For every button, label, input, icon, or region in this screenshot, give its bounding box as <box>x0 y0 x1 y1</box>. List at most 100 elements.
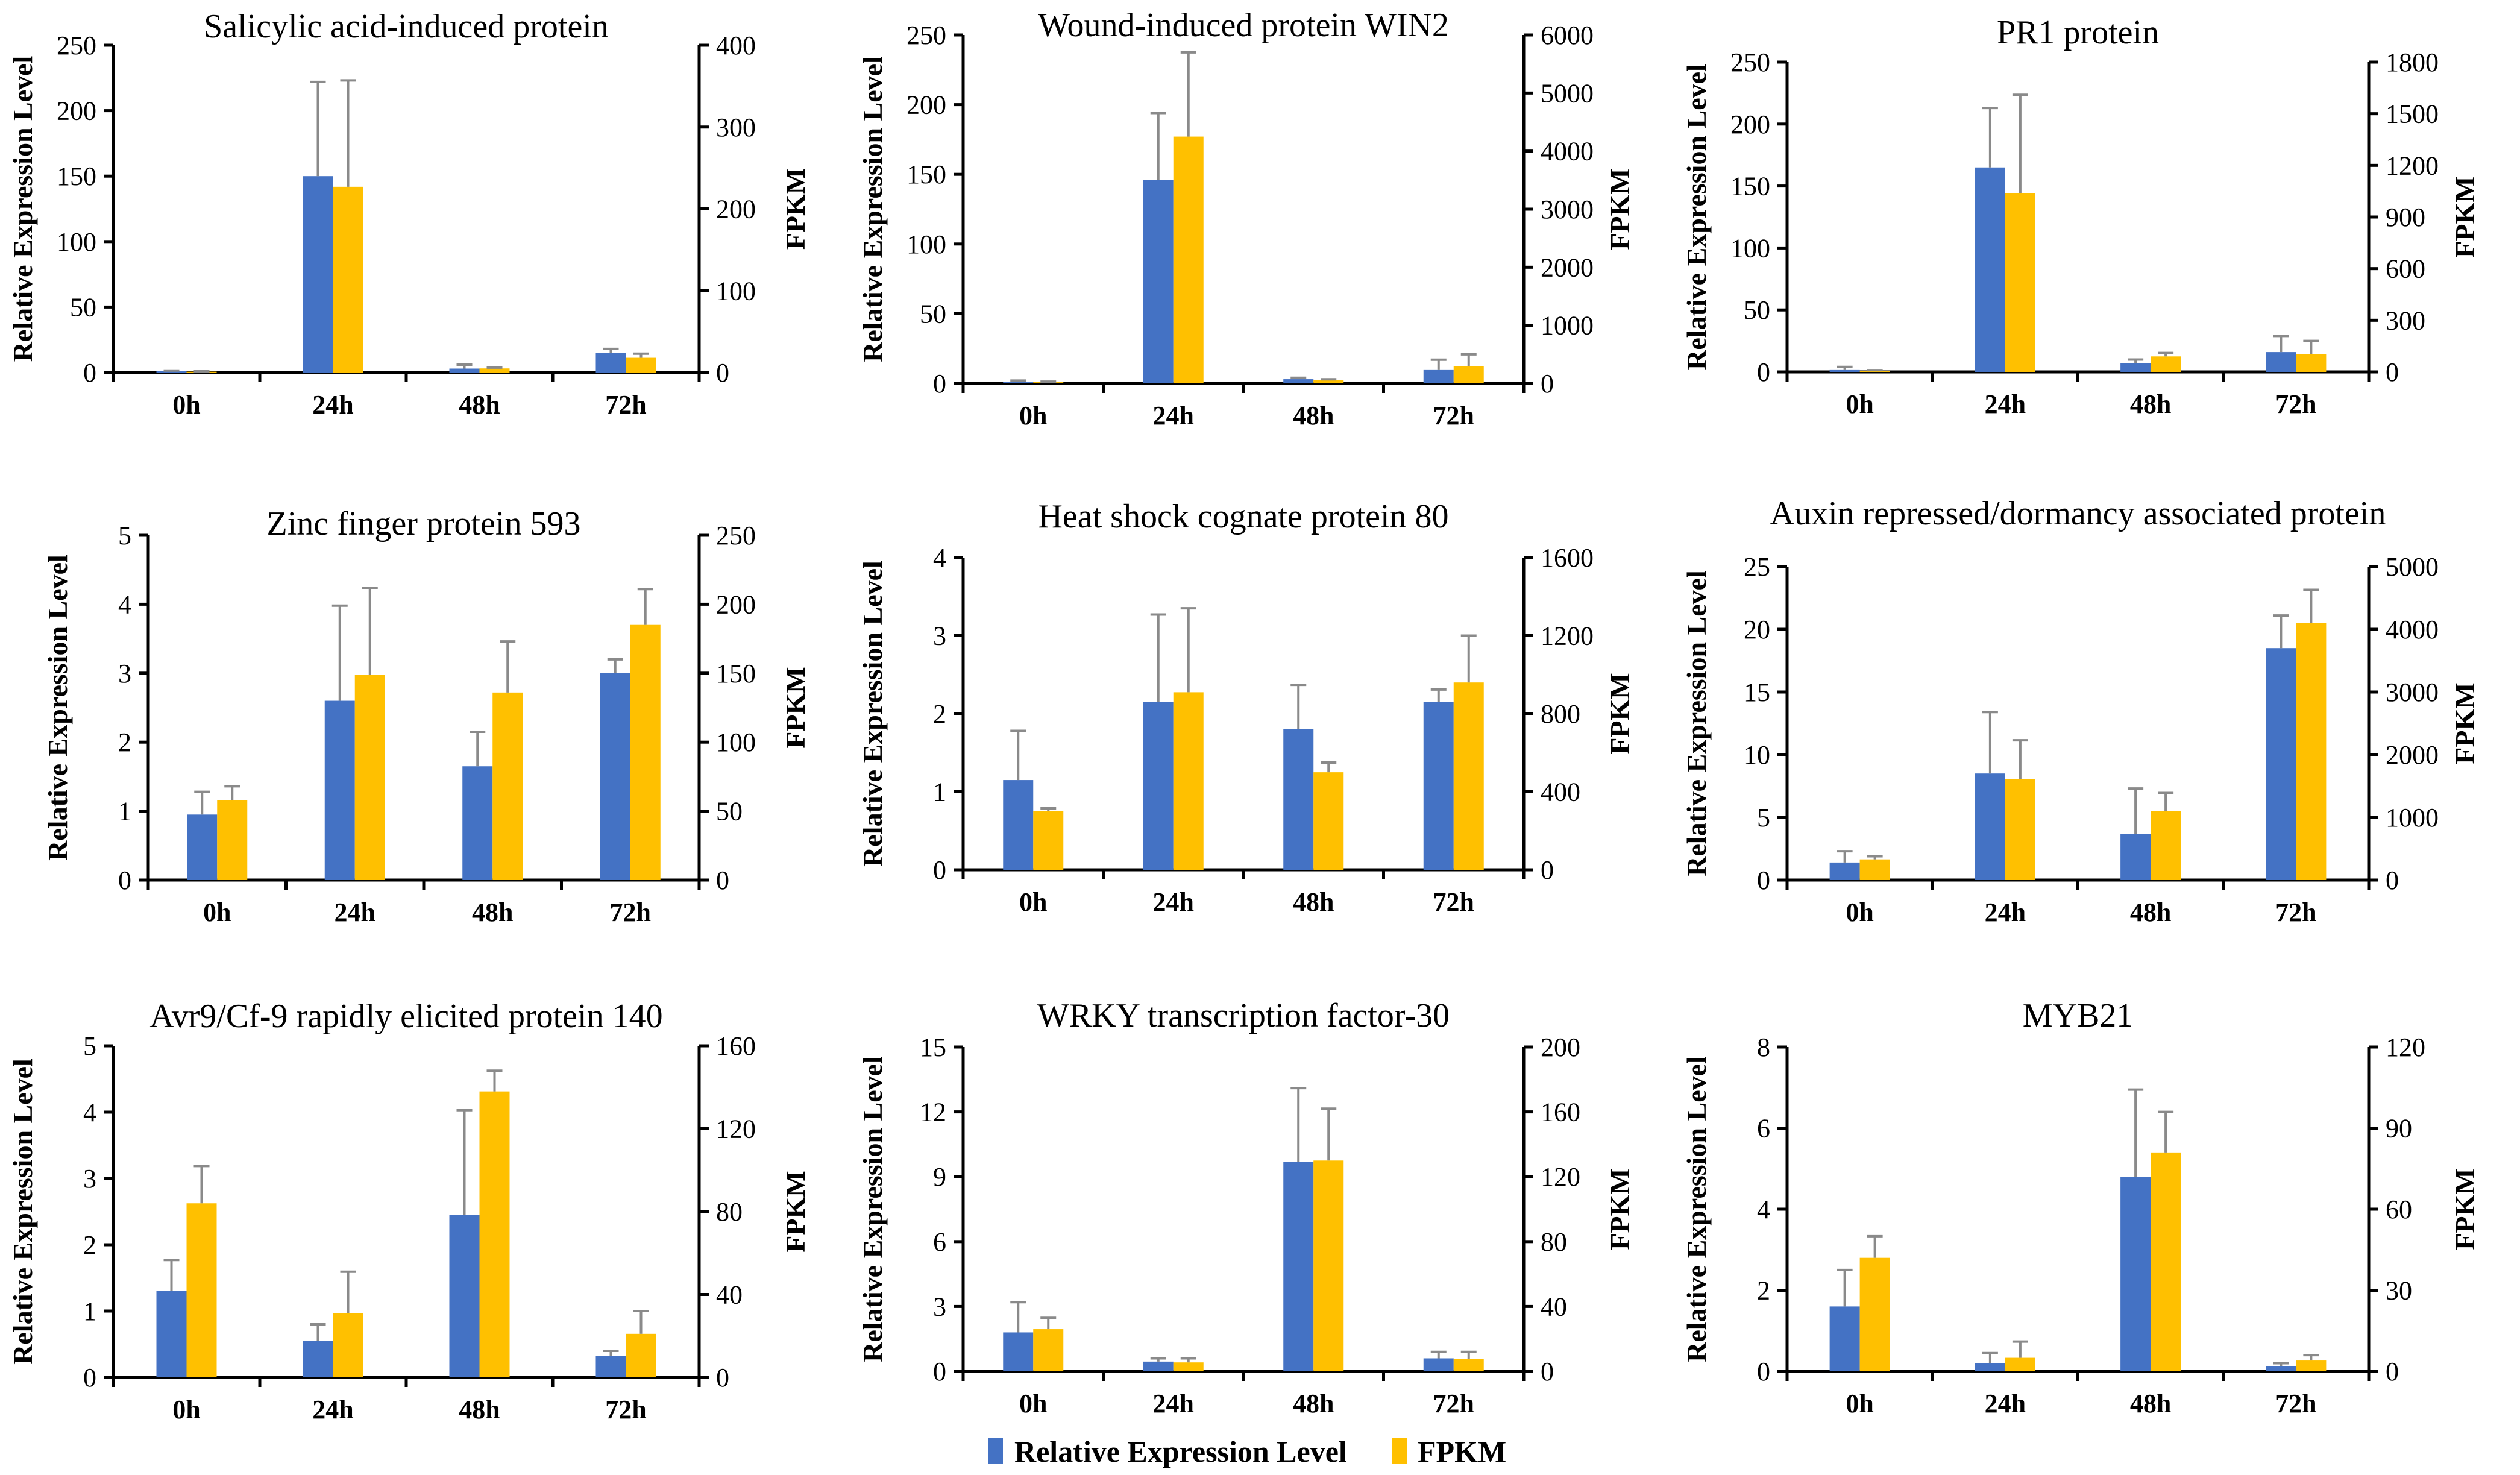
y-tick-label-right: 200 <box>716 195 756 224</box>
bar-relative-expression-48h <box>462 766 493 880</box>
y-tick-label-right: 1600 <box>1541 543 1594 573</box>
bar-relative-expression-48h <box>2120 834 2151 880</box>
bar-relative-expression-48h <box>449 368 480 373</box>
y-tick-label-left: 0 <box>118 866 131 895</box>
y-tick-label-right: 1800 <box>2386 48 2439 77</box>
y-tick-label-left: 150 <box>907 160 946 189</box>
y-tick-label-right: 6000 <box>1541 20 1594 50</box>
y-tick-label-left: 12 <box>920 1098 946 1127</box>
x-tick-label: 72h <box>2275 1389 2316 1418</box>
y-axis-title-left: Relative Expression Level <box>857 561 888 867</box>
x-tick-label: 0h <box>1019 1389 1047 1418</box>
y-tick-label-left: 3 <box>83 1164 96 1194</box>
bar-fpkm-24h <box>2005 779 2035 880</box>
y-tick-label-right: 1500 <box>2386 99 2439 129</box>
bar-fpkm-72h <box>626 357 656 373</box>
x-tick-label: 72h <box>605 1395 646 1424</box>
y-tick-label-left: 15 <box>1744 678 1770 707</box>
bar-relative-expression-0h <box>1003 1332 1034 1371</box>
bar-relative-expression-72h <box>595 1356 626 1377</box>
y-tick-label-right: 1000 <box>2386 803 2439 832</box>
y-axis-title-right: FPKM <box>1604 673 1635 754</box>
x-tick-label: 0h <box>1846 389 1873 419</box>
y-tick-label-right: 0 <box>1541 1357 1554 1386</box>
bar-relative-expression-0h <box>187 814 218 880</box>
x-tick-label: 48h <box>472 898 513 927</box>
y-tick-label-right: 0 <box>1541 369 1554 398</box>
x-tick-label: 48h <box>2130 1389 2171 1418</box>
bar-fpkm-24h <box>333 1313 363 1377</box>
legend: Relative Expression Level FPKM <box>988 1435 1506 1468</box>
bar-fpkm-0h <box>1859 371 1890 372</box>
y-axis-title-left: Relative Expression Level <box>857 56 888 362</box>
y-axis-title-right: FPKM <box>780 667 811 748</box>
x-tick-label: 0h <box>1019 887 1047 917</box>
y-tick-label-right: 80 <box>716 1197 743 1227</box>
y-tick-label-right: 300 <box>2386 306 2425 335</box>
bar-relative-expression-48h <box>1283 379 1314 383</box>
y-tick-label-right: 0 <box>1541 855 1554 885</box>
y-tick-label-left: 250 <box>57 31 96 60</box>
y-tick-label-left: 100 <box>57 227 96 257</box>
y-tick-label-right: 2000 <box>1541 253 1594 282</box>
y-tick-label-left: 1 <box>933 778 946 807</box>
y-tick-label-left: 5 <box>1757 803 1770 832</box>
bar-relative-expression-24h <box>1975 773 2005 880</box>
x-tick-label: 0h <box>1846 1389 1873 1418</box>
bar-fpkm-48h <box>1313 772 1344 870</box>
y-tick-label-left: 200 <box>1730 110 1770 139</box>
y-tick-label-right: 3000 <box>1541 195 1594 224</box>
chart-panel: Zinc finger protein 59301234505010015020… <box>42 505 811 927</box>
y-tick-label-right: 5000 <box>2386 552 2439 582</box>
bar-relative-expression-72h <box>595 353 626 373</box>
y-tick-label-left: 0 <box>1757 1357 1770 1386</box>
bar-fpkm-0h <box>186 1203 217 1377</box>
y-tick-label-right: 0 <box>2386 357 2399 387</box>
y-tick-label-right: 1200 <box>1541 621 1594 651</box>
bar-relative-expression-0h <box>1003 382 1034 383</box>
y-tick-label-left: 4 <box>1757 1195 1770 1224</box>
y-tick-label-left: 8 <box>1757 1033 1770 1062</box>
bar-relative-expression-0h <box>1829 1306 1860 1371</box>
x-tick-label: 72h <box>1433 401 1474 430</box>
chart-title: Avr9/Cf-9 rapidly elicited protein 140 <box>149 998 662 1035</box>
bar-relative-expression-24h <box>1143 702 1174 870</box>
y-tick-label-left: 0 <box>1757 866 1770 895</box>
chart-panel: Wound-induced protein WIN2 0 50 100 150 200 25… <box>857 7 1635 430</box>
bar-relative-expression-0h <box>156 1291 187 1377</box>
bar-fpkm-0h <box>1033 1329 1064 1371</box>
bar-relative-expression-0h <box>1003 780 1034 870</box>
x-tick-label: 24h <box>1153 1389 1194 1418</box>
y-tick-label-left: 4 <box>83 1098 96 1127</box>
x-tick-label: 72h <box>1433 887 1474 917</box>
chart-title: WRKY transcription factor-30 <box>1037 997 1450 1034</box>
y-tick-label-right: 4000 <box>2386 615 2439 644</box>
y-tick-label-right: 40 <box>1541 1292 1567 1321</box>
y-axis-title-left: Relative Expression Level <box>42 555 73 861</box>
x-tick-label: 48h <box>2130 898 2171 927</box>
x-tick-label: 24h <box>1985 898 2026 927</box>
bar-relative-expression-0h <box>1829 862 1860 880</box>
y-tick-label-right: 150 <box>716 659 756 688</box>
y-tick-label-left: 25 <box>1744 552 1770 582</box>
x-tick-label: 48h <box>459 1395 500 1424</box>
y-tick-label-left: 3 <box>118 659 131 688</box>
y-tick-label-right: 160 <box>1541 1098 1580 1127</box>
bar-fpkm-72h <box>1453 682 1484 870</box>
y-tick-label-left: 0 <box>83 358 96 388</box>
y-tick-label-right: 100 <box>716 728 756 757</box>
y-tick-label-left: 6 <box>1757 1114 1770 1143</box>
y-axis-title-left: Relative Expression Level <box>857 1056 888 1362</box>
y-tick-label-left: 20 <box>1744 615 1770 644</box>
bar-fpkm-24h <box>2005 193 2035 372</box>
y-tick-label-right: 0 <box>2386 1357 2399 1386</box>
y-tick-label-right: 60 <box>2386 1195 2412 1224</box>
y-tick-label-right: 100 <box>716 276 756 306</box>
y-tick-label-right: 80 <box>1541 1227 1567 1257</box>
y-tick-label-right: 0 <box>716 866 729 895</box>
y-tick-label-left: 0 <box>1757 357 1770 387</box>
y-tick-label-left: 5 <box>83 1031 96 1061</box>
x-tick-label: 24h <box>1153 401 1194 430</box>
chart-title: Zinc finger protein 593 <box>267 505 581 543</box>
chart-panels: Salicylic acid-induced protein0501001502… <box>7 7 2480 1424</box>
